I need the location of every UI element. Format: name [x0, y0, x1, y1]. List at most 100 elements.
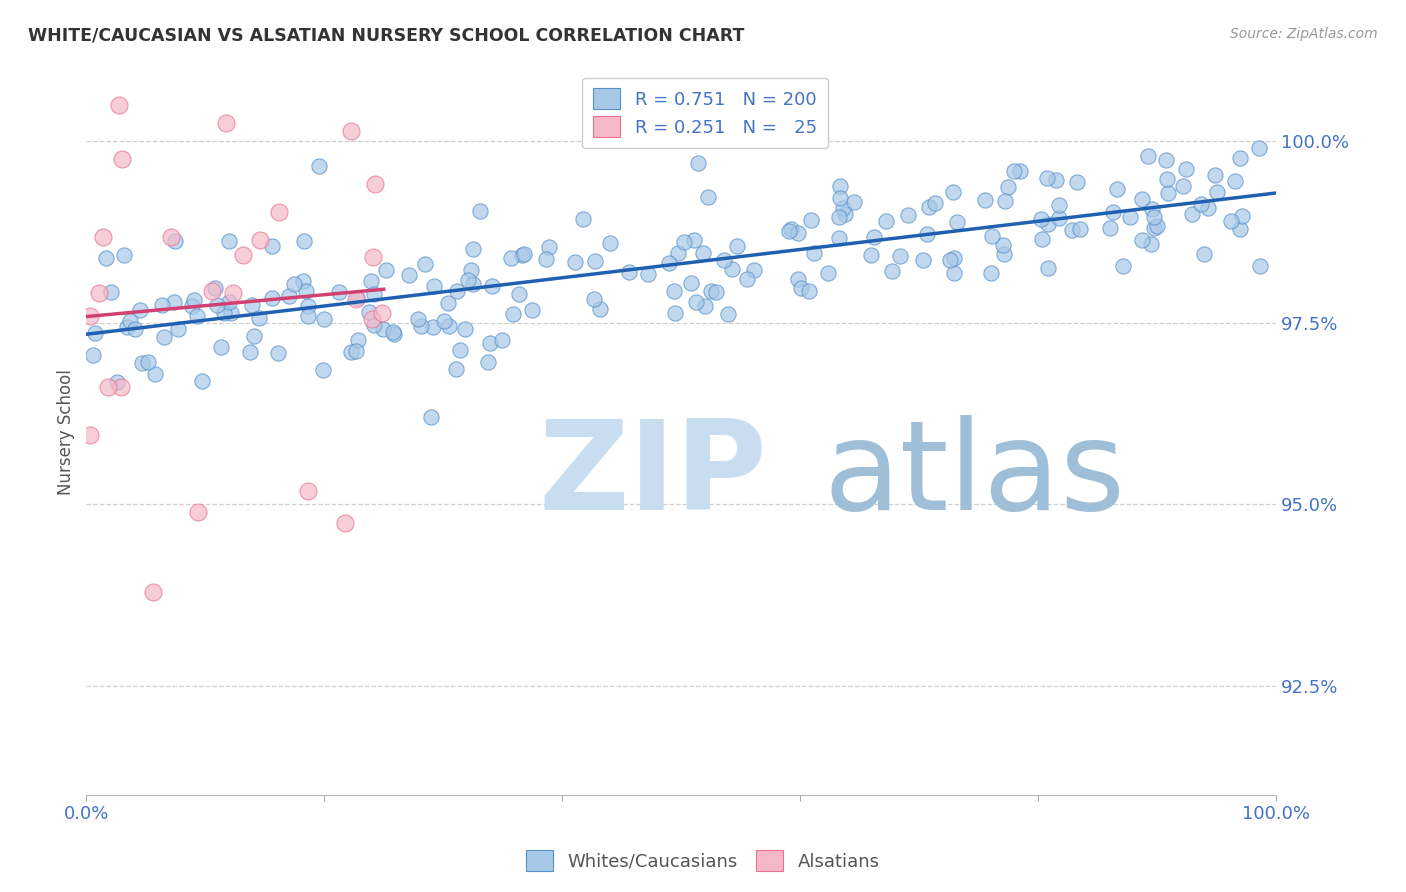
Point: [863, 230, 886, 244]
Point: [800, 213, 823, 227]
Legend: Whites/Caucasians, Alsatians: Whites/Caucasians, Alsatians: [519, 843, 887, 879]
Point: [1157, 186, 1180, 200]
Point: [357, 305, 380, 319]
Point: [980, 266, 1002, 280]
Point: [827, 210, 849, 224]
Point: [1140, 237, 1163, 252]
Point: [186, 309, 208, 323]
Point: [713, 253, 735, 268]
Point: [180, 299, 202, 313]
Point: [1137, 149, 1160, 163]
Point: [917, 200, 939, 214]
Point: [437, 318, 460, 333]
Point: [360, 274, 382, 288]
Point: [1045, 173, 1067, 187]
Point: [1099, 221, 1122, 235]
Point: [294, 234, 316, 248]
Point: [617, 265, 640, 279]
Point: [382, 325, 405, 339]
Point: [786, 226, 808, 240]
Point: [828, 231, 851, 245]
Point: [423, 278, 446, 293]
Point: [911, 253, 934, 268]
Point: [1119, 210, 1142, 224]
Point: [1206, 186, 1229, 200]
Point: [797, 284, 820, 298]
Point: [1010, 163, 1032, 178]
Point: [1002, 163, 1025, 178]
Point: [502, 307, 524, 321]
Point: [1146, 219, 1168, 233]
Point: [828, 179, 851, 194]
Point: [215, 116, 238, 130]
Point: [209, 340, 232, 354]
Point: [120, 314, 142, 328]
Point: [371, 321, 394, 335]
Point: [662, 285, 685, 299]
Point: [100, 285, 122, 299]
Point: [269, 204, 291, 219]
Point: [693, 299, 716, 313]
Point: [344, 292, 367, 306]
Point: [1171, 179, 1194, 194]
Point: [468, 203, 491, 218]
Point: [981, 228, 1004, 243]
Point: [1181, 206, 1204, 220]
Point: [697, 190, 720, 204]
Point: [673, 235, 696, 250]
Point: [997, 180, 1019, 194]
Point: [1189, 196, 1212, 211]
Point: [278, 288, 301, 302]
Point: [939, 253, 962, 268]
Point: [943, 251, 966, 265]
Point: [110, 380, 132, 394]
Point: [239, 344, 262, 359]
Point: [420, 410, 443, 425]
Point: [993, 237, 1015, 252]
Point: [167, 322, 190, 336]
Point: [83, 326, 105, 340]
Point: [221, 305, 243, 319]
Point: [1130, 192, 1153, 206]
Point: [666, 246, 689, 260]
Point: [1066, 175, 1088, 189]
Point: [706, 285, 728, 300]
Point: [108, 98, 131, 112]
Point: [1036, 171, 1059, 186]
Point: [339, 345, 361, 359]
Point: [312, 312, 335, 326]
Point: [260, 291, 283, 305]
Point: [589, 301, 612, 316]
Point: [124, 321, 146, 335]
Point: [218, 235, 240, 249]
Point: [183, 293, 205, 307]
Point: [942, 185, 965, 199]
Point: [145, 368, 167, 382]
Text: atlas: atlas: [824, 415, 1126, 536]
Point: [89, 285, 111, 300]
Point: [346, 291, 368, 305]
Point: [994, 194, 1017, 209]
Point: [413, 256, 436, 270]
Point: [204, 281, 226, 295]
Point: [291, 274, 314, 288]
Point: [340, 124, 363, 138]
Point: [924, 196, 946, 211]
Point: [537, 239, 560, 253]
Point: [409, 319, 432, 334]
Point: [328, 285, 350, 300]
Point: [692, 246, 714, 260]
Point: [308, 159, 330, 173]
Point: [583, 254, 606, 268]
Point: [658, 256, 681, 270]
Point: [361, 250, 384, 264]
Point: [1142, 210, 1164, 224]
Point: [222, 286, 245, 301]
Point: [249, 233, 271, 247]
Point: [491, 334, 513, 348]
Point: [780, 222, 803, 236]
Point: [478, 336, 501, 351]
Point: [218, 295, 240, 310]
Point: [832, 201, 855, 215]
Point: [778, 224, 800, 238]
